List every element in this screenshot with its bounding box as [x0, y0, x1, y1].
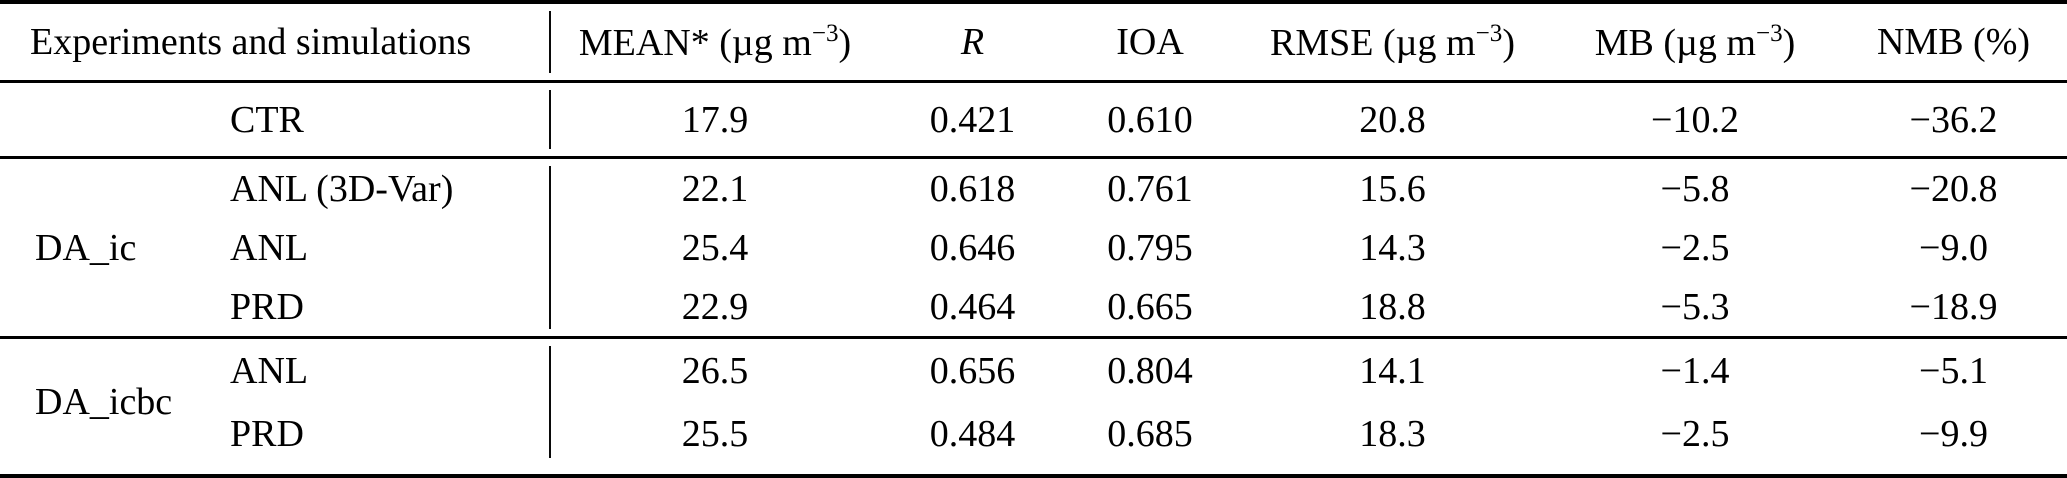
value-ctr-mean: 17.9: [681, 98, 749, 141]
value-ctr-mb: −10.2: [1651, 98, 1739, 141]
section-da-icbc: DA_icbc ANL 26.5 0.656 0.804 14.1 −1.4 −…: [0, 336, 2067, 465]
header-mean-base: MEAN* (µg m: [578, 21, 812, 64]
value-daicbc-prd-nmb: −9.9: [1919, 412, 1988, 455]
value-daicbc-prd-r: 0.484: [929, 412, 1016, 455]
column-divider: [549, 11, 551, 73]
value-ctr-r: 0.421: [929, 98, 1016, 141]
value-daicbc-anl-mean: 26.5: [681, 349, 749, 392]
value-anl3dvar-mb: −5.8: [1660, 167, 1730, 210]
value-daic-anl-nmb: −9.0: [1919, 226, 1988, 269]
table-header-row: Experiments and simulations MEAN* (µg m−…: [0, 4, 2067, 80]
value-daic-prd-mean: 22.9: [681, 285, 749, 328]
value-daicbc-anl-ioa: 0.804: [1107, 349, 1193, 392]
value-daicbc-anl-mb: −1.4: [1660, 349, 1730, 392]
value-daic-anl-rmse: 14.3: [1359, 226, 1426, 269]
header-mb-base: MB (µg m: [1594, 21, 1756, 64]
section-da-ic: DA_ic ANL (3D-Var) 22.1 0.618 0.761 15.6…: [0, 156, 2067, 336]
header-rmse-exponent: −3: [1475, 19, 1503, 47]
column-divider: [549, 346, 551, 458]
value-daic-anl-ioa: 0.795: [1107, 226, 1193, 269]
header-nmb: NMB (%): [1876, 21, 2031, 63]
value-daicbc-prd-mb: −2.5: [1660, 412, 1730, 455]
value-anl3dvar-ioa: 0.761: [1107, 167, 1193, 210]
value-daic-anl-mb: −2.5: [1660, 226, 1730, 269]
value-anl3dvar-nmb: −20.8: [1909, 167, 1998, 210]
sim-label-prd-daicbc: PRD: [230, 412, 304, 455]
header-rmse-base: RMSE (µg m: [1270, 21, 1476, 64]
header-mb: MB (µg m−3): [1595, 20, 1796, 65]
value-ctr-nmb: −36.2: [1909, 98, 1998, 141]
header-mean: MEAN* (µg m−3): [579, 20, 851, 65]
value-daic-prd-rmse: 18.8: [1359, 285, 1426, 328]
header-ioa: IOA: [1116, 21, 1184, 63]
value-daicbc-anl-rmse: 14.1: [1359, 349, 1426, 392]
value-daicbc-anl-nmb: −5.1: [1919, 349, 1988, 392]
header-r: R: [960, 21, 985, 63]
header-mean-exponent: −3: [811, 19, 839, 47]
sim-label-anl-3dvar: ANL (3D-Var): [230, 167, 454, 210]
value-anl3dvar-rmse: 15.6: [1359, 167, 1426, 210]
value-daicbc-prd-ioa: 0.685: [1107, 412, 1193, 455]
value-daic-prd-mb: −5.3: [1660, 285, 1730, 328]
value-anl3dvar-mean: 22.1: [681, 167, 749, 210]
column-divider: [549, 90, 551, 149]
header-rmse: RMSE (µg m−3): [1270, 20, 1515, 65]
header-experiments-and-simulations: Experiments and simulations: [30, 21, 472, 63]
group-label-da-icbc: DA_icbc: [35, 381, 173, 423]
header-rmse-close: ): [1502, 21, 1515, 64]
value-daic-anl-mean: 25.4: [681, 226, 749, 269]
sim-label-anl-daicbc: ANL: [230, 349, 309, 392]
sim-label-prd-daic: PRD: [230, 285, 304, 328]
group-label-da-ic: DA_ic: [35, 226, 137, 269]
value-daic-prd-nmb: −18.9: [1909, 285, 1998, 328]
column-divider: [549, 166, 551, 329]
header-mb-close: ): [1782, 21, 1796, 64]
value-ctr-ioa: 0.610: [1107, 98, 1193, 141]
section-ctr: CTR 17.9 0.421 0.610 20.8 −10.2 −36.2: [0, 80, 2067, 156]
sim-label-anl-daic: ANL: [230, 226, 309, 269]
value-daicbc-anl-r: 0.656: [929, 349, 1016, 392]
header-mb-exponent: −3: [1755, 19, 1783, 47]
value-daic-prd-ioa: 0.665: [1107, 285, 1193, 328]
value-ctr-rmse: 20.8: [1359, 98, 1426, 141]
value-daicbc-prd-rmse: 18.3: [1359, 412, 1426, 455]
value-daic-prd-r: 0.464: [929, 285, 1016, 328]
sim-label-ctr: CTR: [230, 98, 304, 141]
value-anl3dvar-r: 0.618: [929, 167, 1016, 210]
value-daicbc-prd-mean: 25.5: [681, 412, 749, 455]
header-mean-close: ): [838, 21, 852, 64]
value-daic-anl-r: 0.646: [929, 226, 1016, 269]
